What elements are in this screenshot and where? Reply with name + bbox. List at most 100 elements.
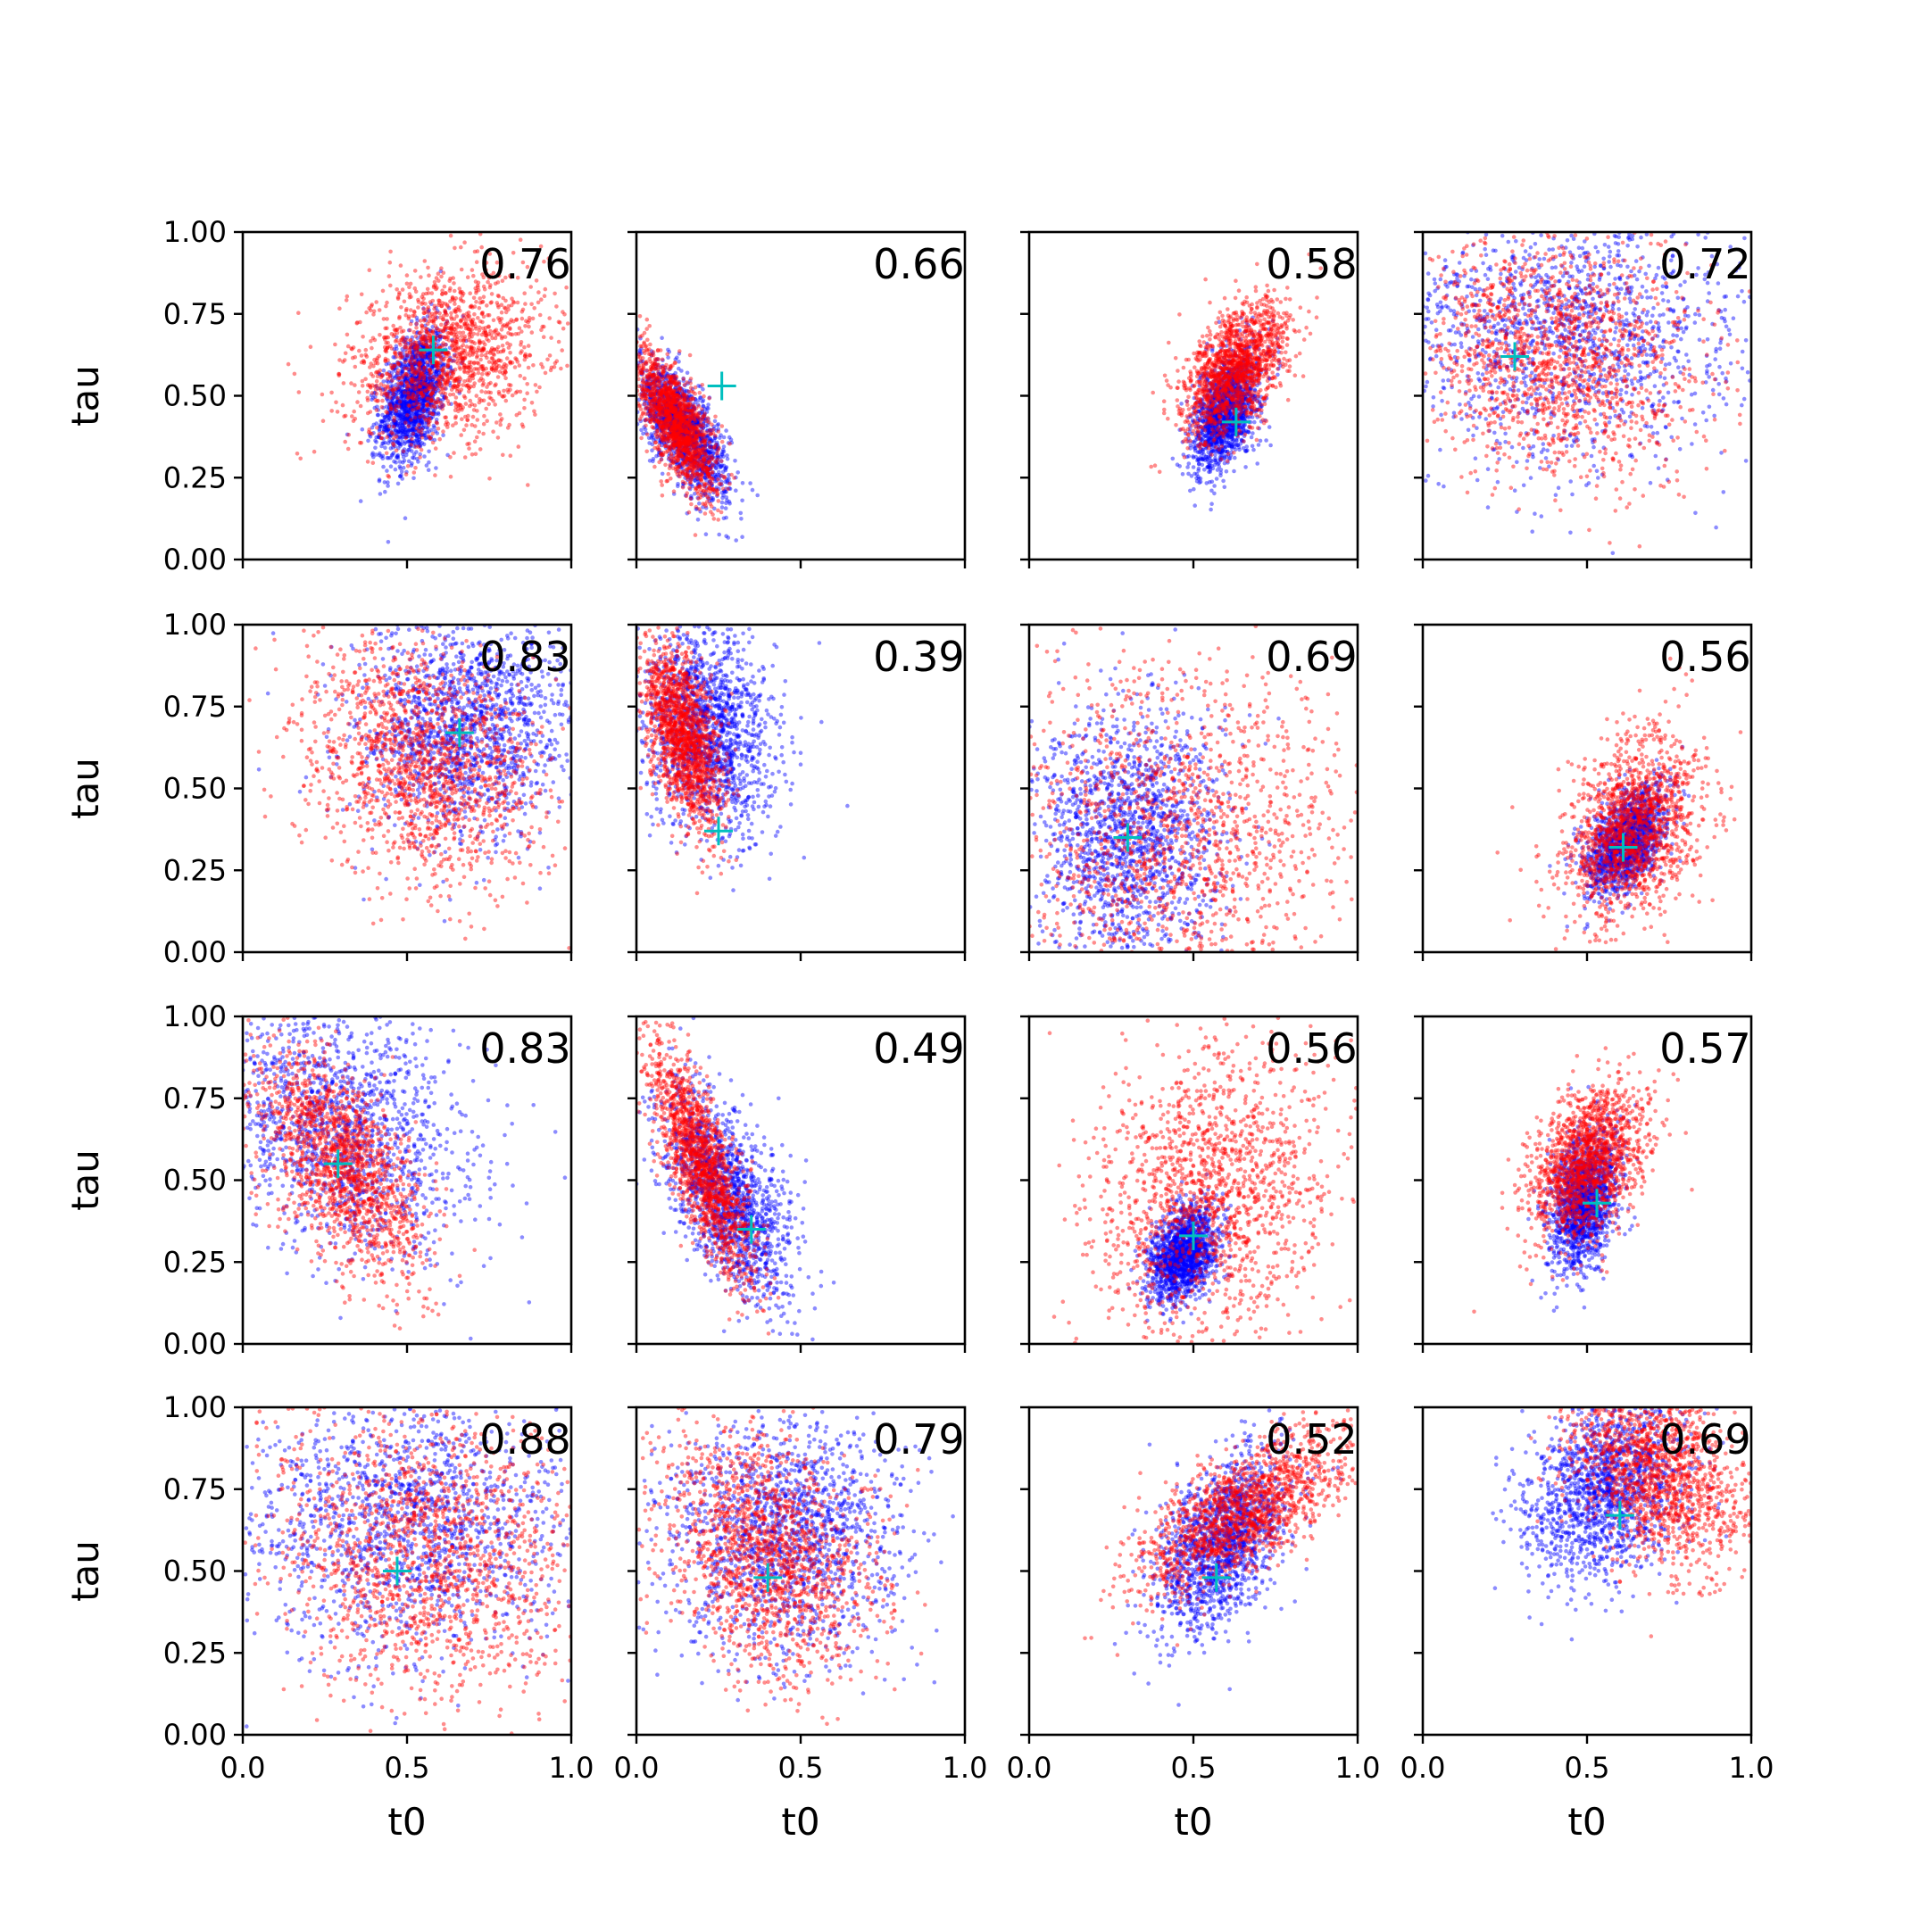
- red-series-point: [428, 311, 432, 316]
- red-series-point: [423, 259, 428, 263]
- red-series-point: [522, 398, 527, 402]
- red-series-point: [449, 234, 453, 238]
- red-series-point: [385, 327, 389, 331]
- red-series-point: [413, 416, 418, 420]
- red-series-point: [444, 423, 448, 427]
- subplot-1-2: 0.66: [627, 232, 965, 568]
- red-series-point: [432, 375, 436, 379]
- red-series-point: [507, 345, 511, 350]
- blue-series-point: [386, 540, 391, 544]
- red-series-point: [475, 260, 479, 264]
- red-series-point: [431, 441, 436, 445]
- blue-series-point: [733, 459, 737, 463]
- blue-series-point: [389, 464, 394, 468]
- red-series-point: [396, 361, 401, 366]
- blue-series-point: [660, 336, 664, 340]
- red-series-point: [530, 401, 535, 405]
- red-series-point: [365, 354, 370, 359]
- red-series-point: [408, 351, 412, 355]
- red-series-point: [427, 434, 431, 438]
- red-series-point: [452, 372, 456, 377]
- red-series-point: [405, 273, 410, 278]
- red-series-point: [357, 349, 362, 353]
- red-series-point: [392, 416, 396, 420]
- red-series-point: [334, 401, 338, 405]
- red-series-point: [395, 409, 399, 413]
- red-series-point: [477, 430, 481, 435]
- blue-series-point: [704, 532, 709, 536]
- red-series-point: [366, 398, 370, 402]
- red-series-point: [436, 278, 441, 283]
- red-series-point: [454, 395, 459, 400]
- blue-series-point: [371, 455, 376, 460]
- red-series-point: [553, 292, 557, 296]
- red-series-point: [369, 339, 373, 344]
- red-series-point: [462, 336, 467, 341]
- red-series-point: [467, 328, 471, 332]
- blue-series-point: [378, 492, 383, 496]
- blue-series-point: [372, 423, 377, 427]
- red-series-point: [422, 319, 427, 323]
- red-series-point: [411, 432, 416, 436]
- red-series-point: [369, 410, 373, 414]
- red-series-point: [412, 372, 417, 377]
- blue-series-point: [398, 474, 403, 478]
- red-series-point: [344, 414, 348, 419]
- red-series-point: [519, 349, 524, 353]
- red-series-point: [352, 410, 356, 414]
- red-series-point: [409, 338, 413, 343]
- red-series-point: [506, 426, 511, 430]
- blue-series-point: [649, 432, 653, 436]
- red-series-point: [542, 335, 546, 339]
- red-series-point: [660, 458, 664, 462]
- red-series-point: [399, 305, 403, 310]
- red-series-point: [689, 377, 694, 381]
- red-series-point: [453, 354, 457, 359]
- red-series-point: [368, 365, 372, 369]
- red-series-point: [464, 423, 469, 427]
- red-series-point: [298, 457, 303, 461]
- red-series-point: [484, 367, 488, 371]
- plot-area: [635, 314, 760, 543]
- red-series-point: [463, 455, 468, 460]
- blue-series-point: [739, 511, 744, 516]
- red-series-point: [395, 287, 399, 292]
- red-series-point: [385, 452, 389, 456]
- red-series-point: [481, 367, 486, 371]
- blue-series-point: [436, 431, 440, 435]
- red-series-point: [387, 373, 392, 377]
- blue-series-point: [712, 439, 717, 444]
- red-series-point: [380, 373, 385, 377]
- blue-series-point: [727, 535, 731, 540]
- red-series-point: [543, 294, 547, 298]
- blue-series-point: [722, 450, 727, 454]
- red-series-point: [430, 314, 435, 319]
- red-series-point: [428, 387, 432, 392]
- red-series-point: [412, 359, 417, 363]
- red-series-point: [345, 294, 350, 299]
- red-series-point: [378, 333, 382, 337]
- red-series-point: [465, 344, 470, 349]
- red-series-point: [549, 369, 553, 373]
- red-series-point: [448, 299, 453, 303]
- red-series-point: [503, 306, 508, 311]
- red-series-point: [427, 417, 431, 421]
- red-series-point: [402, 336, 406, 340]
- red-series-point: [515, 413, 519, 418]
- red-series-point: [403, 391, 407, 395]
- red-series-point: [522, 377, 527, 381]
- blue-series-point: [422, 454, 427, 459]
- red-series-point: [446, 365, 451, 369]
- red-series-point: [433, 304, 437, 309]
- red-series-point: [381, 289, 386, 294]
- blue-series-point: [403, 430, 408, 435]
- red-series-point: [394, 404, 398, 409]
- red-series-point: [420, 414, 425, 419]
- blue-series-point: [724, 428, 728, 433]
- red-series-point: [502, 389, 506, 394]
- red-series-point: [467, 446, 471, 451]
- red-series-point: [413, 286, 418, 291]
- blue-series-point: [720, 501, 725, 505]
- red-series-point: [411, 408, 415, 412]
- y-tick-label: 1.00: [163, 215, 227, 249]
